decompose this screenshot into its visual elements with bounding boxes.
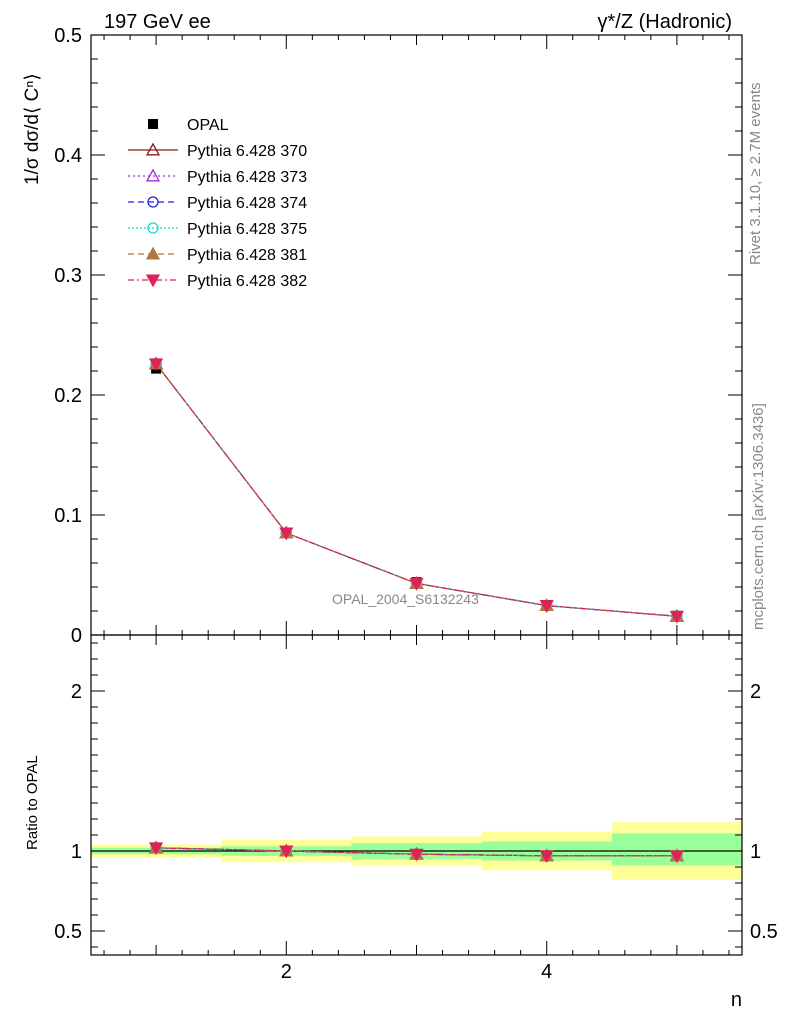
ratio-point-s382 bbox=[669, 850, 685, 864]
legend-marker-data bbox=[148, 119, 158, 129]
ratio-point-s382 bbox=[539, 850, 554, 864]
main-y-tick-label: 0.4 bbox=[54, 145, 82, 167]
legend-marker-s370 bbox=[145, 142, 161, 156]
main-y-tick-label: 0.1 bbox=[54, 505, 82, 527]
main-y-tick-label: 0.2 bbox=[54, 385, 82, 407]
legend-label-s375: Pythia 6.428 375 bbox=[187, 221, 307, 238]
legend-label-s381: Pythia 6.428 381 bbox=[187, 247, 307, 264]
series-point-s382 bbox=[409, 577, 424, 591]
legend-marker-s375 bbox=[147, 222, 159, 234]
ratio-y-tick-label: 1 bbox=[71, 841, 82, 863]
main-y-tick-label: 0.3 bbox=[54, 265, 82, 287]
main-panel: 0 0.1 0.2 0.3 0.4 0.5 bbox=[54, 25, 743, 955]
legend-label-s370: Pythia 6.428 370 bbox=[187, 143, 307, 160]
main-y-axis-label: 1/σ dσ/d⟨ Cⁿ⟩ bbox=[22, 73, 43, 185]
ratio-y-tick-label-right: 1 bbox=[750, 841, 761, 863]
legend-label-data: OPAL bbox=[187, 117, 229, 134]
chart-left-title: 197 GeV ee bbox=[104, 11, 211, 33]
x-tick-label: 2 bbox=[281, 961, 292, 983]
legend-label-s382: Pythia 6.428 382 bbox=[187, 273, 307, 290]
ratio-panel: 2 4 0.5 0.5 1 1 2 2 bbox=[54, 634, 778, 983]
series-point-s382 bbox=[148, 358, 164, 372]
ratio-y-tick-label: 2 bbox=[71, 681, 82, 703]
main-y-tick-label: 0 bbox=[71, 625, 82, 647]
ratio-point-s382 bbox=[279, 845, 294, 859]
legend-label-s373: Pythia 6.428 373 bbox=[187, 169, 307, 186]
legend-marker-s382 bbox=[145, 274, 161, 288]
x-tick-label: 4 bbox=[541, 961, 552, 983]
ratio-point-s382 bbox=[409, 848, 424, 862]
chart-right-title: γ*/Z (Hadronic) bbox=[598, 11, 732, 33]
ratio-y-axis-label: Ratio to OPAL bbox=[24, 755, 41, 850]
mcplots-label: mcplots.cern.ch [arXiv:1306.3436] bbox=[750, 403, 767, 630]
ratio-line-s382 bbox=[156, 847, 677, 857]
legend-marker-s373 bbox=[145, 168, 161, 182]
series-point-s382 bbox=[279, 527, 294, 541]
rivet-version-label: Rivet 3.1.10, ≥ 2.7M events bbox=[747, 83, 764, 266]
x-axis-label: n bbox=[731, 989, 742, 1011]
analysis-watermark: OPAL_2004_S6132243 bbox=[332, 591, 479, 607]
main-y-tick-label: 0.5 bbox=[54, 25, 82, 47]
ratio-y-tick-label-right: 2 bbox=[750, 681, 761, 703]
ratio-y-tick-label: 0.5 bbox=[54, 921, 82, 943]
ratio-y-tick-label-right: 0.5 bbox=[750, 921, 778, 943]
ratio-point-s382 bbox=[148, 842, 164, 856]
series-point-s382 bbox=[539, 600, 554, 613]
legend-label-s374: Pythia 6.428 374 bbox=[187, 195, 307, 212]
legend-marker-s381 bbox=[145, 246, 161, 260]
series-point-s382 bbox=[669, 610, 685, 624]
legend-marker-s374 bbox=[147, 196, 159, 208]
legend: OPAL Pythia 6.428 370 Pythia 6.428 373 Pyth… bbox=[128, 117, 307, 290]
ratio-frame bbox=[90, 634, 743, 956]
